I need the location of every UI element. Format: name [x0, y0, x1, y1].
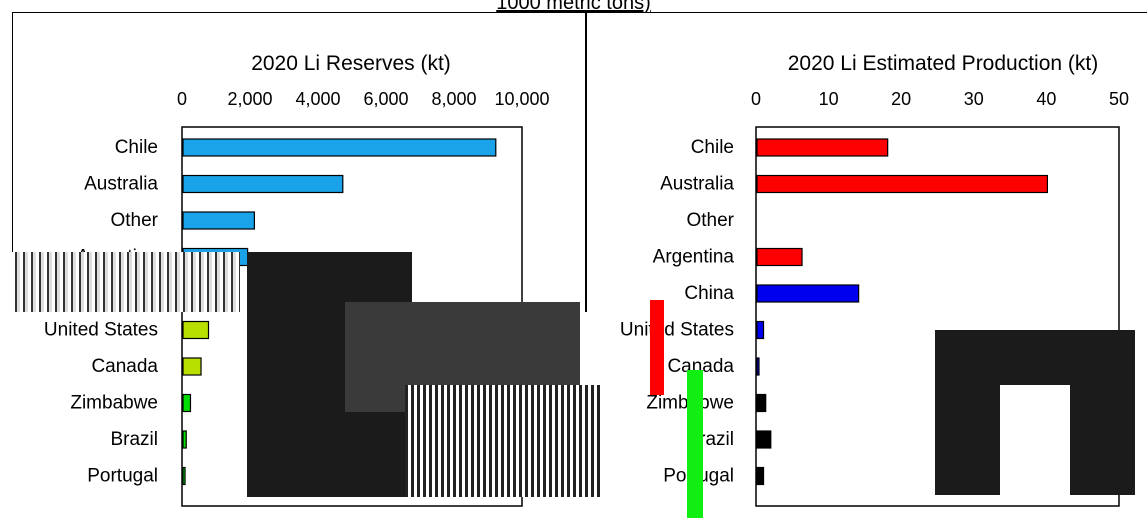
category-label: Other: [110, 210, 158, 231]
left-frame-line: [12, 12, 13, 252]
chart-title: 2020 Li Reserves (kt): [251, 52, 451, 75]
category-label: Australia: [84, 174, 158, 195]
bar: [756, 393, 767, 413]
bar: [756, 138, 889, 157]
top-frame-line: [12, 12, 1147, 13]
bar: [756, 320, 765, 340]
category-label: Chile: [115, 137, 158, 158]
bar: [756, 284, 860, 303]
bar: [756, 466, 765, 486]
category-label: United States: [620, 320, 734, 341]
bar: [182, 174, 344, 194]
bar: [756, 430, 772, 449]
x-tick-label: 2,000: [227, 89, 272, 109]
x-tick-label: 50: [1109, 89, 1129, 109]
bar: [182, 320, 210, 340]
figure-caption: 1000 metric tons): [496, 0, 651, 14]
x-tick-label: 40: [1036, 89, 1056, 109]
x-tick-label: 10,000: [494, 89, 549, 109]
category-label: China: [108, 283, 158, 304]
x-tick-label: 20: [891, 89, 911, 109]
bar: [182, 430, 187, 449]
bar: [182, 284, 235, 303]
category-label: Brazil: [110, 429, 158, 450]
category-label: Other: [686, 210, 734, 231]
x-tick-label: 8,000: [431, 89, 476, 109]
bar: [756, 174, 1048, 194]
panel-divider: [585, 12, 587, 312]
category-label: Argentina: [77, 247, 159, 268]
bar: [182, 357, 202, 376]
category-label: Zimbabwe: [646, 393, 734, 414]
category-label: Brazil: [686, 429, 734, 450]
x-tick-label: 0: [177, 89, 187, 109]
category-label: China: [684, 283, 734, 304]
plot-frame: [755, 126, 1120, 507]
category-label: Australia: [660, 174, 734, 195]
reserves-chart: 2020 Li Reserves (kt) 0 2,000 4,000 6,000 8,0…: [44, 52, 550, 507]
category-label: Canada: [91, 356, 158, 377]
bar: [182, 247, 249, 267]
bar: [182, 211, 256, 230]
production-chart: 2020 Li Estimated Production (kt) 0 10 20 30…: [620, 52, 1129, 507]
x-tick-label: 10: [819, 89, 839, 109]
bar: [182, 138, 497, 157]
bar: [182, 466, 186, 486]
category-label: United States: [44, 320, 158, 341]
x-tick-label: 30: [964, 89, 984, 109]
x-tick-label: 6,000: [363, 89, 408, 109]
category-label: Portugal: [663, 466, 734, 487]
bar: [182, 393, 192, 413]
category-label: Canada: [667, 356, 734, 377]
category-label: Zimbabwe: [70, 393, 158, 414]
bar: [756, 357, 760, 376]
x-tick-label: 4,000: [295, 89, 340, 109]
chart-title: 2020 Li Estimated Production (kt): [788, 52, 1099, 75]
category-label: Chile: [691, 137, 734, 158]
category-label: Portugal: [87, 466, 158, 487]
x-tick-label: 0: [751, 89, 761, 109]
category-label: Argentina: [653, 247, 735, 268]
bar: [756, 247, 803, 267]
